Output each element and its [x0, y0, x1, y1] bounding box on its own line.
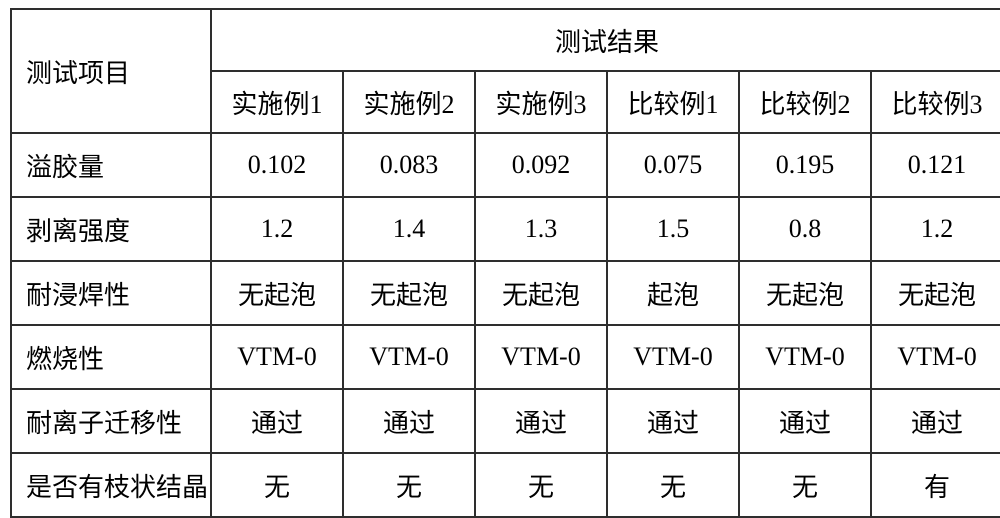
row-label: 耐离子迁移性 [11, 389, 211, 453]
cell: VTM-0 [211, 325, 343, 389]
cell: 通过 [211, 389, 343, 453]
cell: VTM-0 [607, 325, 739, 389]
cell: 无起泡 [211, 261, 343, 325]
cell: 1.3 [475, 197, 607, 261]
cell: 1.5 [607, 197, 739, 261]
cell: 0.8 [739, 197, 871, 261]
cell: VTM-0 [739, 325, 871, 389]
cell: 0.121 [871, 133, 1000, 197]
row-label: 剥离强度 [11, 197, 211, 261]
results-table: 测试项目 测试结果 实施例1 实施例2 实施例3 比较例1 比较例2 比较例3 … [10, 8, 1000, 518]
cell: 通过 [343, 389, 475, 453]
cell: 无 [475, 453, 607, 517]
table-row: 是否有枝状结晶 无 无 无 无 无 有 [11, 453, 1000, 517]
col-header: 实施例2 [343, 71, 475, 133]
cell: 无起泡 [739, 261, 871, 325]
cell: 无起泡 [343, 261, 475, 325]
table-row: 耐浸焊性 无起泡 无起泡 无起泡 起泡 无起泡 无起泡 [11, 261, 1000, 325]
row-label: 耐浸焊性 [11, 261, 211, 325]
cell: VTM-0 [475, 325, 607, 389]
row-label: 是否有枝状结晶 [11, 453, 211, 517]
cell: 无 [343, 453, 475, 517]
col-header: 实施例1 [211, 71, 343, 133]
cell: VTM-0 [871, 325, 1000, 389]
col-header: 比较例3 [871, 71, 1000, 133]
cell: VTM-0 [343, 325, 475, 389]
table-row: 溢胶量 0.102 0.083 0.092 0.075 0.195 0.121 [11, 133, 1000, 197]
cell: 0.083 [343, 133, 475, 197]
row-label: 溢胶量 [11, 133, 211, 197]
header-testitem: 测试项目 [11, 9, 211, 133]
cell: 无 [607, 453, 739, 517]
cell: 通过 [871, 389, 1000, 453]
cell: 0.075 [607, 133, 739, 197]
col-header: 比较例1 [607, 71, 739, 133]
cell: 无 [739, 453, 871, 517]
cell: 无起泡 [871, 261, 1000, 325]
cell: 通过 [475, 389, 607, 453]
cell: 1.4 [343, 197, 475, 261]
cell: 无起泡 [475, 261, 607, 325]
col-header: 实施例3 [475, 71, 607, 133]
cell: 无 [211, 453, 343, 517]
cell: 有 [871, 453, 1000, 517]
table-row: 耐离子迁移性 通过 通过 通过 通过 通过 通过 [11, 389, 1000, 453]
col-header: 比较例2 [739, 71, 871, 133]
cell: 0.102 [211, 133, 343, 197]
cell: 1.2 [211, 197, 343, 261]
cell: 起泡 [607, 261, 739, 325]
table-header-row-1: 测试项目 测试结果 [11, 9, 1000, 71]
row-label: 燃烧性 [11, 325, 211, 389]
cell: 0.195 [739, 133, 871, 197]
table-row: 燃烧性 VTM-0 VTM-0 VTM-0 VTM-0 VTM-0 VTM-0 [11, 325, 1000, 389]
header-group-results: 测试结果 [211, 9, 1000, 71]
cell: 通过 [739, 389, 871, 453]
table-row: 剥离强度 1.2 1.4 1.3 1.5 0.8 1.2 [11, 197, 1000, 261]
cell: 0.092 [475, 133, 607, 197]
cell: 通过 [607, 389, 739, 453]
page-container: 测试项目 测试结果 实施例1 实施例2 实施例3 比较例1 比较例2 比较例3 … [0, 0, 1000, 517]
cell: 1.2 [871, 197, 1000, 261]
